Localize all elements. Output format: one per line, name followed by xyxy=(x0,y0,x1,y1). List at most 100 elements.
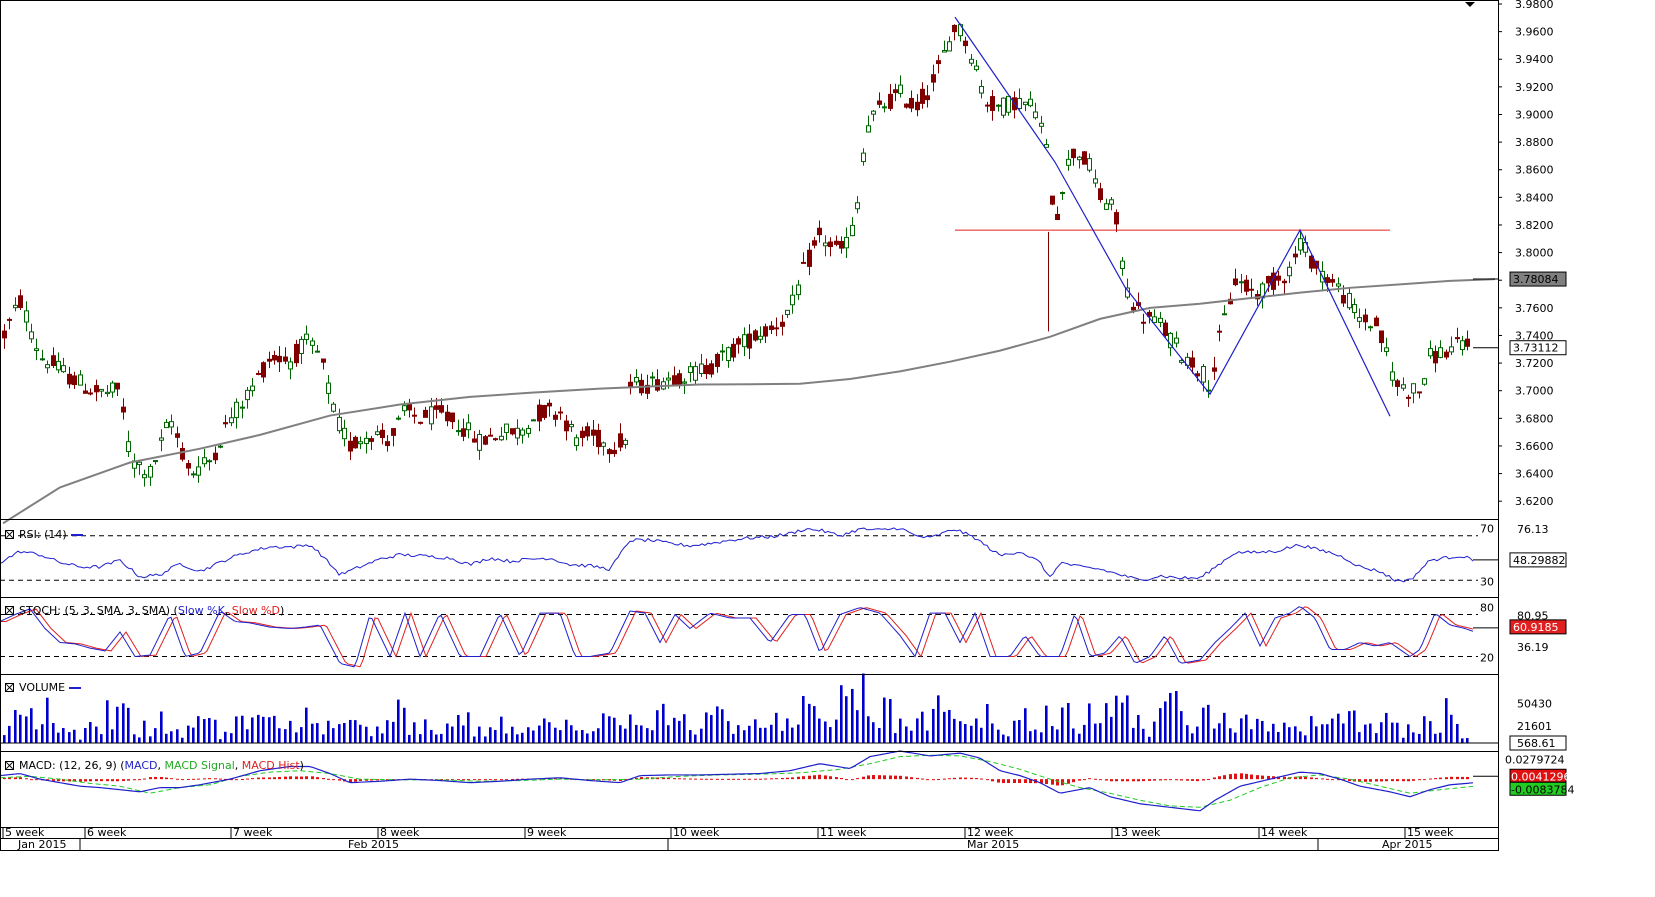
candle[interactable] xyxy=(88,392,93,395)
candle[interactable] xyxy=(105,391,110,395)
candle[interactable] xyxy=(115,382,120,390)
candle[interactable] xyxy=(315,350,320,353)
candle[interactable] xyxy=(2,330,7,339)
candle[interactable] xyxy=(1212,367,1217,372)
candle[interactable] xyxy=(882,106,887,109)
candle[interactable] xyxy=(175,433,180,438)
candle[interactable] xyxy=(1249,288,1254,291)
candle[interactable] xyxy=(1330,279,1335,283)
candle[interactable] xyxy=(607,449,612,455)
candle[interactable] xyxy=(277,355,282,363)
candle[interactable] xyxy=(78,374,83,386)
candle[interactable] xyxy=(1017,97,1022,109)
candle[interactable] xyxy=(407,403,412,411)
candle[interactable] xyxy=(823,242,828,247)
candle[interactable] xyxy=(655,379,660,391)
candle[interactable] xyxy=(267,358,272,362)
candle[interactable] xyxy=(596,429,601,448)
candle[interactable] xyxy=(99,388,104,392)
candle[interactable] xyxy=(439,405,444,413)
candle[interactable] xyxy=(601,442,606,447)
candle[interactable] xyxy=(369,438,374,442)
candle[interactable] xyxy=(250,385,255,392)
candle[interactable] xyxy=(45,364,50,369)
macd-panel[interactable]: 0.0279724 0.0041296-0.0083784 xyxy=(0,750,1574,812)
candle[interactable] xyxy=(1401,384,1406,389)
candle[interactable] xyxy=(904,103,909,108)
candle[interactable] xyxy=(753,330,758,341)
candle[interactable] xyxy=(1109,199,1114,205)
candle[interactable] xyxy=(34,348,39,351)
candle[interactable] xyxy=(1368,326,1373,329)
candle[interactable] xyxy=(758,335,763,340)
candle[interactable] xyxy=(337,416,342,432)
candle[interactable] xyxy=(261,362,266,378)
candle[interactable] xyxy=(1336,283,1341,287)
candle[interactable] xyxy=(429,406,434,425)
candle[interactable] xyxy=(1050,195,1055,205)
candle[interactable] xyxy=(72,375,77,386)
candle[interactable] xyxy=(1222,313,1227,316)
candle[interactable] xyxy=(952,24,957,33)
candle[interactable] xyxy=(1341,295,1346,304)
candle[interactable] xyxy=(720,350,725,353)
candle[interactable] xyxy=(456,430,461,433)
candle[interactable] xyxy=(137,461,142,466)
candle[interactable] xyxy=(612,449,617,455)
candle[interactable] xyxy=(272,355,277,361)
candle[interactable] xyxy=(61,365,66,373)
candle[interactable] xyxy=(893,89,898,94)
candle[interactable] xyxy=(466,422,471,431)
candle[interactable] xyxy=(1060,191,1065,195)
candle[interactable] xyxy=(1438,347,1443,358)
candle[interactable] xyxy=(1066,158,1071,166)
candle[interactable] xyxy=(110,382,115,393)
candle[interactable] xyxy=(1433,351,1438,364)
candle[interactable] xyxy=(1006,95,1011,113)
candle[interactable] xyxy=(1055,213,1060,221)
candle[interactable] xyxy=(537,404,542,422)
candle[interactable] xyxy=(1460,340,1465,351)
candle[interactable] xyxy=(574,437,579,447)
candle[interactable] xyxy=(375,431,380,435)
candle[interactable] xyxy=(580,430,585,438)
candle[interactable] xyxy=(202,457,207,465)
candle[interactable] xyxy=(931,74,936,83)
candle[interactable] xyxy=(1233,278,1238,286)
candle[interactable] xyxy=(304,333,309,340)
candle[interactable] xyxy=(801,261,806,264)
candle[interactable] xyxy=(7,318,12,321)
candle[interactable] xyxy=(920,88,925,104)
candle[interactable] xyxy=(153,460,158,463)
candle[interactable] xyxy=(672,375,677,387)
candle[interactable] xyxy=(871,110,876,115)
candle[interactable] xyxy=(283,356,288,362)
candle[interactable] xyxy=(418,421,423,424)
candle[interactable] xyxy=(1287,266,1292,277)
candle[interactable] xyxy=(547,402,552,407)
candle[interactable] xyxy=(288,361,293,370)
rsi-panel[interactable]: 70 30 76.13 48.29882 xyxy=(0,523,1567,589)
candle[interactable] xyxy=(94,385,99,393)
candle[interactable] xyxy=(515,427,520,439)
candle[interactable] xyxy=(1276,275,1281,281)
candle[interactable] xyxy=(196,466,201,476)
candle[interactable] xyxy=(24,310,29,323)
candle[interactable] xyxy=(936,60,941,65)
candle[interactable] xyxy=(969,58,974,64)
candle[interactable] xyxy=(558,411,563,414)
candle[interactable] xyxy=(1174,337,1179,344)
candle[interactable] xyxy=(159,437,164,441)
candle[interactable] xyxy=(866,125,871,133)
candle[interactable] xyxy=(191,473,196,476)
candle[interactable] xyxy=(742,334,747,348)
candle[interactable] xyxy=(1141,321,1146,324)
menu-triangle-icon[interactable] xyxy=(1465,2,1475,7)
candle[interactable] xyxy=(450,412,455,423)
candle[interactable] xyxy=(531,419,536,422)
candle[interactable] xyxy=(520,429,525,436)
candle[interactable] xyxy=(1152,316,1157,324)
candle[interactable] xyxy=(569,424,574,428)
candle[interactable] xyxy=(299,338,304,355)
candle[interactable] xyxy=(985,104,990,107)
